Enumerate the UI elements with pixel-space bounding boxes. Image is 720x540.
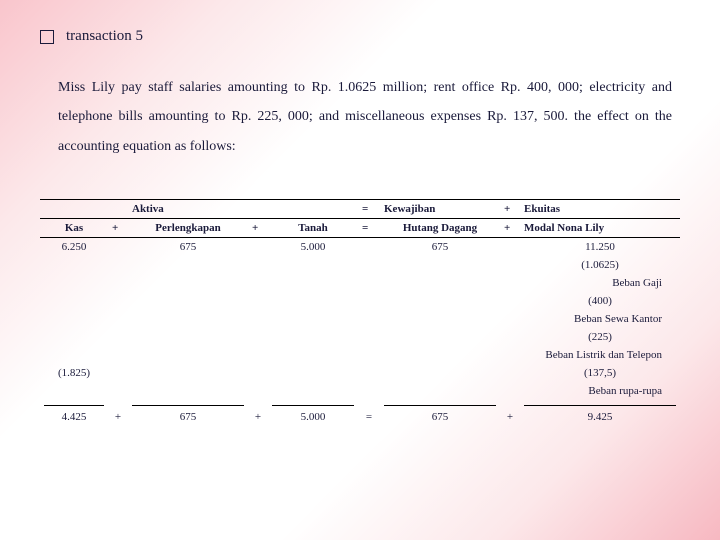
expense-label: Beban Listrik dan Telepon — [40, 346, 680, 364]
cell-modal: (1.0625) — [520, 256, 680, 274]
total-plus1: + — [108, 409, 128, 426]
header-plus: + — [500, 200, 520, 219]
table-row: (1.0625) — [40, 256, 680, 274]
col-modal: Modal Nona Lily — [520, 219, 680, 238]
bullet-box-icon — [40, 30, 54, 44]
header-eq: = — [358, 200, 380, 219]
total-perl: 675 — [128, 409, 248, 426]
cell-kas: 6.250 — [40, 238, 108, 257]
col-eq: = — [358, 219, 380, 238]
table-row: Beban Gaji — [40, 274, 680, 292]
col-plus3: + — [500, 219, 520, 238]
cell-tanah: 5.000 — [268, 238, 358, 257]
table-row: 6.250 675 5.000 675 11.250 — [40, 238, 680, 257]
cell-perl: 675 — [128, 238, 248, 257]
total-modal: 9.425 — [520, 409, 680, 426]
total-plus3: + — [500, 409, 520, 426]
expense-label: Beban Sewa Kantor — [40, 310, 680, 328]
table-row: (400) — [40, 292, 680, 310]
transaction-heading: transaction 5 — [66, 28, 143, 45]
col-kas: Kas — [40, 219, 108, 238]
header-aktiva: Aktiva — [128, 200, 248, 219]
col-perlengkapan: Perlengkapan — [128, 219, 248, 238]
total-hd: 675 — [380, 409, 500, 426]
table-row: (1.825) (137,5) — [40, 364, 680, 382]
cell-hd: 675 — [380, 238, 500, 257]
total-plus2: + — [248, 409, 268, 426]
cell-modal: (400) — [520, 292, 680, 310]
col-tanah: Tanah — [268, 219, 358, 238]
underline-row — [40, 400, 680, 409]
table-row: Beban rupa-rupa — [40, 382, 680, 400]
cell-modal: (225) — [520, 328, 680, 346]
cell-kas: (1.825) — [40, 364, 108, 382]
total-eq: = — [358, 409, 380, 426]
totals-row: 4.425 + 675 + 5.000 = 675 + 9.425 — [40, 409, 680, 426]
table-row: (225) — [40, 328, 680, 346]
col-plus2: + — [248, 219, 268, 238]
transaction-description: Miss Lily pay staff salaries amounting t… — [58, 73, 672, 161]
col-hutang: Hutang Dagang — [380, 219, 500, 238]
header-kewajiban: Kewajiban — [380, 200, 500, 219]
total-tanah: 5.000 — [268, 409, 358, 426]
table-row: Beban Listrik dan Telepon — [40, 346, 680, 364]
table-row: Beban Sewa Kantor — [40, 310, 680, 328]
col-plus1: + — [108, 219, 128, 238]
expense-label: Beban Gaji — [40, 274, 680, 292]
cell-modal: (137,5) — [520, 364, 680, 382]
expense-label: Beban rupa-rupa — [40, 382, 680, 400]
cell-modal: 11.250 — [520, 238, 680, 257]
total-kas: 4.425 — [40, 409, 108, 426]
accounting-equation-table: Aktiva = Kewajiban + Ekuitas Kas + Perle… — [40, 199, 680, 426]
header-ekuitas: Ekuitas — [520, 200, 680, 219]
